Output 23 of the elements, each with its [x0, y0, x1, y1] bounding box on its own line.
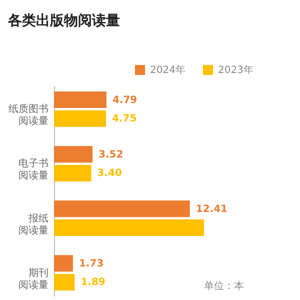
text: 单位：本 [204, 280, 244, 292]
legend-label: 2023年 [218, 64, 254, 76]
legend-label: 2024年 [150, 64, 186, 76]
data-label: 3.40 [97, 168, 122, 180]
chart-title: 各类出版物阅读量 [7, 13, 120, 29]
bar [54, 255, 73, 272]
data-label: 12.41 [196, 204, 228, 215]
data-label: 1.73 [78, 258, 104, 270]
bar [54, 91, 106, 108]
data-label: 4.75 [112, 114, 137, 125]
bar [54, 219, 204, 236]
y-tick-label: 纸质图书阅读量 [8, 103, 48, 128]
data-label: 1.89 [80, 277, 106, 288]
y-tick-label: 电子书阅读量 [18, 158, 48, 182]
bar [54, 110, 106, 127]
bar [54, 146, 93, 163]
y-tick-label: 期刊阅读量 [18, 266, 48, 291]
data-label: 3.52 [98, 149, 124, 160]
bar [54, 274, 75, 291]
bar [54, 200, 190, 218]
y-tick-label: 报纸阅读量 [18, 212, 48, 236]
bar [54, 164, 92, 182]
data-label: 4.79 [112, 94, 138, 106]
